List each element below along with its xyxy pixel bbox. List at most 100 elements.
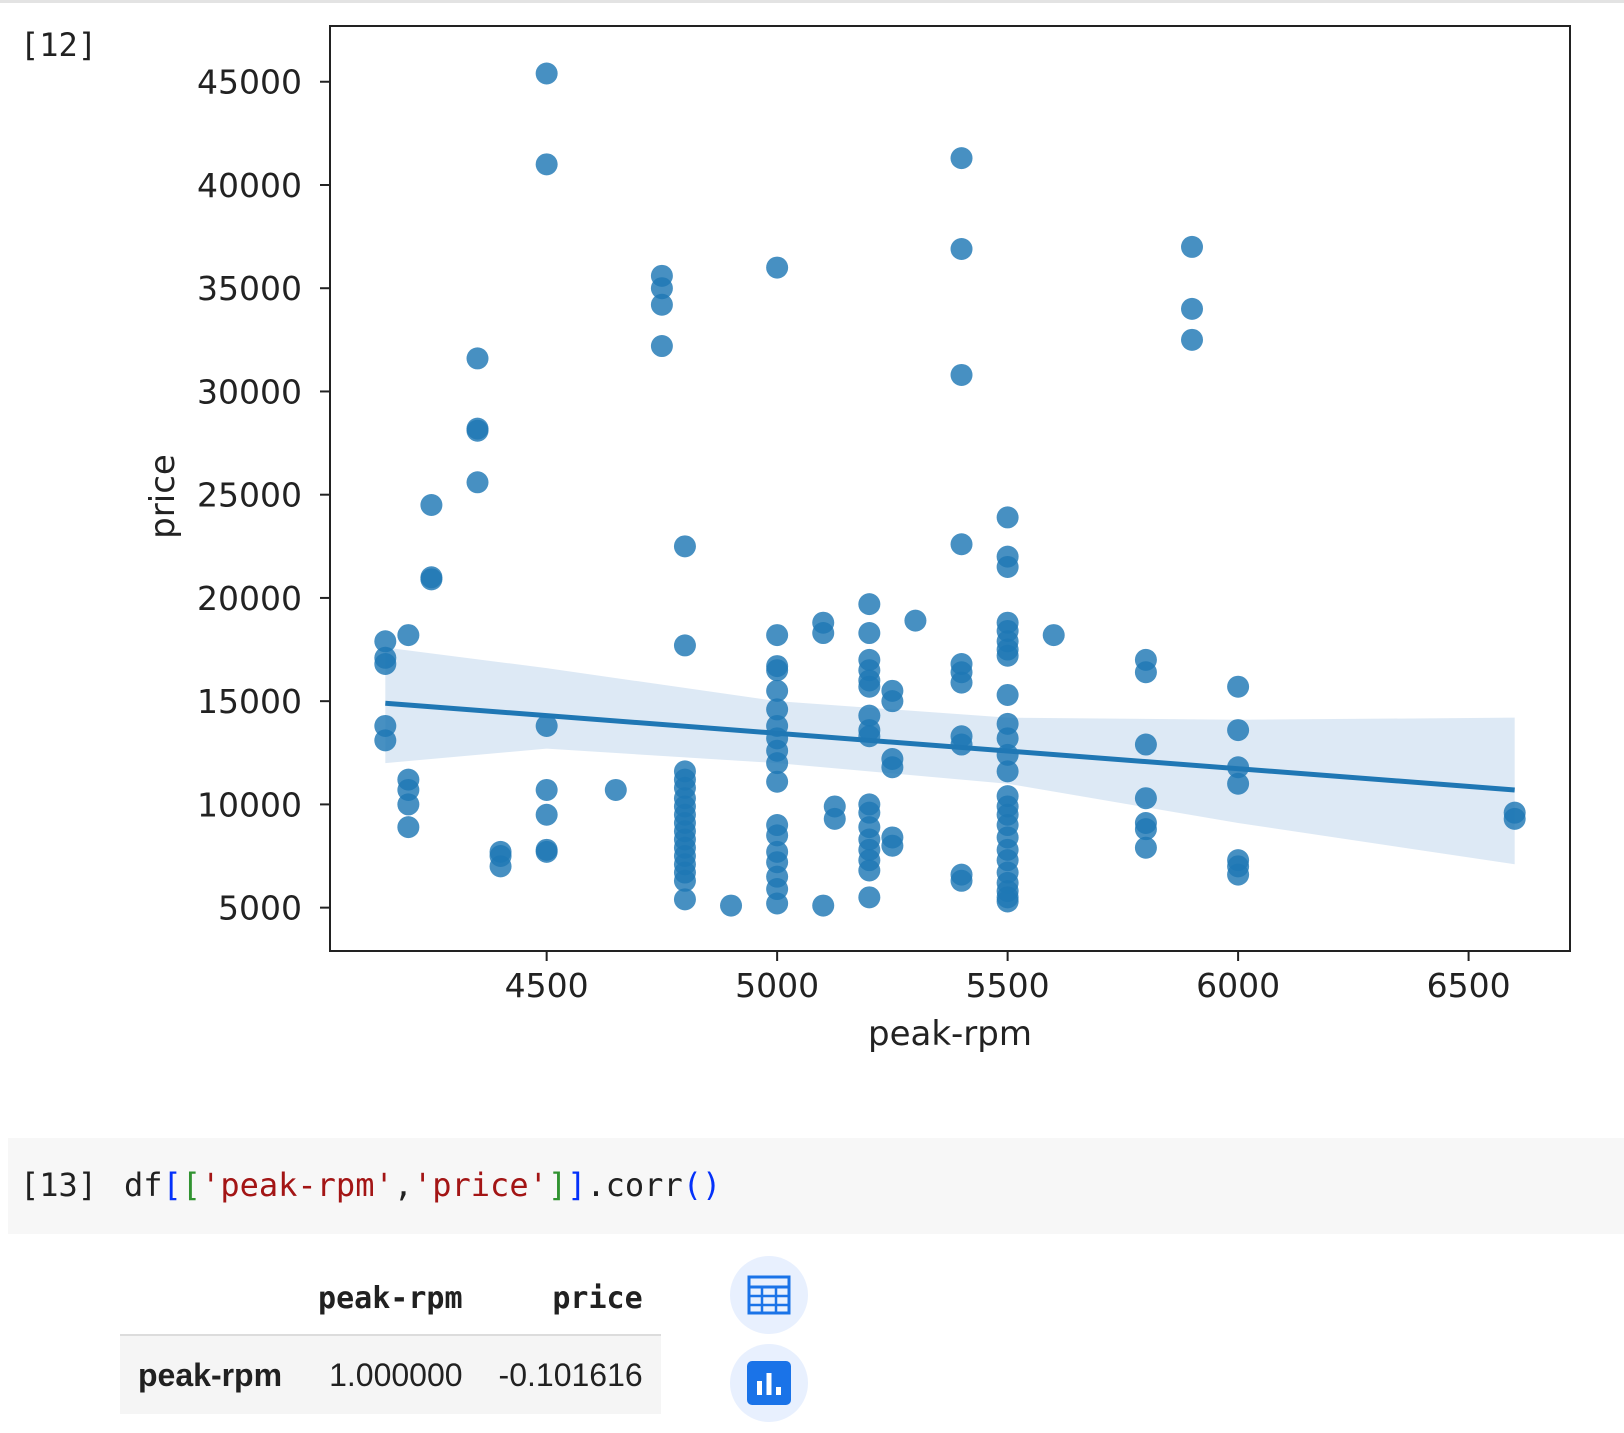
scatter-point	[650, 277, 673, 300]
x-tick-label: 5000	[735, 966, 819, 1005]
code-token-comma: ,	[393, 1166, 413, 1204]
scatter-point	[996, 506, 1019, 529]
scatter-point	[1134, 661, 1157, 684]
scatter-point	[673, 535, 696, 558]
x-axis-ticks: 4500 5000 5500 6000 6500	[505, 951, 1511, 1005]
scatter-point	[374, 630, 397, 653]
scatter-point	[858, 675, 881, 698]
scatter-point	[950, 533, 973, 556]
scatter-point	[535, 803, 558, 826]
code-cell-label: [13]	[20, 1166, 98, 1204]
y-tick-label: 45000	[197, 63, 302, 102]
scatter-point	[1227, 675, 1250, 698]
code-token-string: 'peak-rpm'	[201, 1166, 394, 1204]
scatter-point	[535, 778, 558, 801]
scatter-point	[420, 568, 443, 591]
code-token-df: df	[124, 1166, 163, 1204]
scatter-point	[535, 62, 558, 85]
y-tick-label: 10000	[197, 785, 302, 824]
scatter-point	[996, 555, 1019, 578]
code-token-paren: )	[701, 1166, 722, 1204]
index-header	[120, 1262, 301, 1336]
scatter-point	[950, 147, 973, 170]
scatter-point	[466, 471, 489, 494]
regplot-chart: 4500 5000 5500 6000 6500 5000 10000 15000 20000…	[143, 25, 1571, 1054]
x-tick-label: 4500	[505, 966, 589, 1005]
scatter-point	[673, 869, 696, 892]
scatter-point	[858, 886, 881, 909]
table-cell: 1.000000	[300, 1335, 481, 1414]
scatter-point	[1227, 772, 1250, 795]
code-token-bracket: ]	[547, 1166, 568, 1204]
confidence-band	[385, 647, 1515, 865]
suggest-charts-button[interactable]	[730, 1344, 808, 1422]
scatter-point	[1181, 328, 1204, 351]
scatter-point	[950, 869, 973, 892]
y-tick-label: 30000	[197, 372, 302, 411]
top-divider	[0, 0, 1624, 3]
code-line[interactable]: df[['peak-rpm','price']].corr()	[124, 1166, 721, 1204]
column-header: peak-rpm	[300, 1262, 481, 1336]
scatter-point	[766, 698, 789, 721]
scatter-point	[881, 690, 904, 713]
scatter-point	[535, 153, 558, 176]
y-axis-ticks: 5000 10000 15000 20000 25000 30000 35000 40000 4…	[197, 63, 330, 928]
scatter-point	[673, 888, 696, 911]
scatter-point	[1042, 624, 1065, 647]
scatter-point	[650, 335, 673, 358]
scatter-point	[950, 237, 973, 260]
scatter-point	[466, 419, 489, 442]
scatter-point	[996, 760, 1019, 783]
x-tick-label: 6000	[1196, 966, 1280, 1005]
scatter-point	[535, 840, 558, 863]
scatter-point	[1134, 733, 1157, 756]
scatter-point	[812, 894, 835, 917]
plot-frame	[329, 25, 1571, 952]
table-row: peak-rpm 1.000000 -0.101616	[120, 1335, 661, 1414]
scatter-point	[466, 347, 489, 370]
y-tick-label: 25000	[197, 476, 302, 515]
y-tick-label: 40000	[197, 166, 302, 205]
code-cell[interactable]: [13] df[['peak-rpm','price']].corr()	[8, 1138, 1624, 1234]
scatter-point	[766, 624, 789, 647]
scatter-point	[858, 725, 881, 748]
dataframe-output: peak-rpm price peak-rpm 1.000000 -0.1016…	[120, 1262, 661, 1414]
scatter-point	[489, 855, 512, 878]
scatter-point	[604, 778, 627, 801]
code-token-string: 'price'	[412, 1166, 548, 1204]
scatter-point	[858, 593, 881, 616]
scatter-point	[535, 714, 558, 737]
table-header-row: peak-rpm price	[120, 1262, 661, 1336]
y-axis-label: price	[143, 454, 183, 539]
x-tick-label: 5500	[966, 966, 1050, 1005]
scatter-point	[650, 293, 673, 316]
scatter-point	[950, 363, 973, 386]
scatter-point	[766, 752, 789, 775]
scatter-point	[766, 659, 789, 682]
column-header: price	[480, 1262, 661, 1336]
convert-to-interactive-table-button[interactable]	[730, 1256, 808, 1334]
x-tick-label: 6500	[1427, 966, 1511, 1005]
scatter-point	[950, 671, 973, 694]
code-token-bracket: ]	[567, 1166, 587, 1204]
code-token-bracket: [	[181, 1166, 202, 1204]
y-tick-label: 35000	[197, 269, 302, 308]
code-token-paren: (	[682, 1166, 702, 1204]
code-token-bracket: [	[162, 1166, 182, 1204]
output-cell-label: [12]	[20, 26, 98, 64]
scatter-point	[1227, 719, 1250, 742]
scatter-point	[1503, 807, 1526, 830]
scatter-points	[374, 62, 1526, 917]
scatter-point	[397, 816, 420, 839]
scatter-point	[1134, 818, 1157, 841]
scatter-point	[996, 890, 1019, 913]
scatter-point	[374, 729, 397, 752]
scatter-point	[881, 756, 904, 779]
scatter-point	[858, 859, 881, 882]
scatter-point	[1181, 297, 1204, 320]
scatter-point	[812, 622, 835, 645]
scatter-point	[858, 622, 881, 645]
regression-line	[385, 700, 1515, 793]
scatter-point	[996, 727, 1019, 750]
scatter-point	[1181, 235, 1204, 258]
